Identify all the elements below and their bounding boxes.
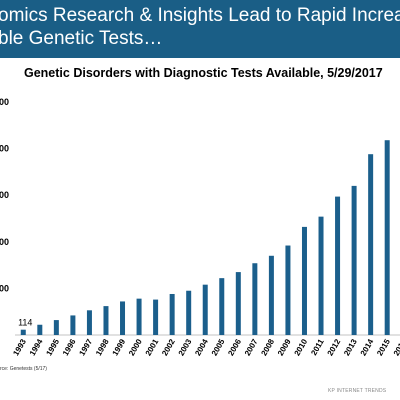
data-label: 114	[18, 318, 32, 328]
bar-1998	[103, 306, 109, 335]
bar-2012	[335, 196, 341, 335]
bar-2002	[169, 293, 175, 335]
bar-2008	[268, 255, 274, 335]
bar-2006	[235, 272, 241, 335]
title-banner: omics Research & Insights Lead to Rapid …	[0, 0, 400, 58]
bars-layer	[20, 140, 390, 335]
chart-title: Genetic Disorders with Diagnostic Tests …	[24, 66, 383, 80]
y-tick-label: 000	[0, 144, 9, 154]
bar-2011	[318, 216, 324, 335]
y-tick-label: 000	[0, 97, 9, 107]
bar-2004	[202, 284, 208, 335]
x-tick-label-2009: 2009	[276, 337, 293, 357]
x-tick-label-1993: 1993	[11, 337, 28, 357]
bar-1994	[37, 324, 43, 335]
bar-2013	[351, 185, 357, 335]
y-tick-label: 000	[0, 190, 9, 200]
bar-1999	[120, 301, 126, 335]
bar-2001	[153, 299, 159, 335]
banner-title-line-1: omics Research & Insights Lead to Rapid …	[0, 5, 400, 26]
x-tick-label-1997: 1997	[77, 337, 94, 357]
x-tick-label-1994: 1994	[28, 337, 45, 357]
x-tick-label-2014: 2014	[359, 337, 376, 357]
x-tick-label-2000: 2000	[127, 337, 144, 357]
x-tick-label-2001: 2001	[144, 337, 161, 357]
bar-1997	[86, 310, 92, 335]
bar-1996	[70, 315, 76, 335]
x-tick-label-2005: 2005	[210, 337, 227, 357]
x-tick-label-2013: 2013	[342, 337, 359, 357]
footer-brand: KP INTERNET TRENDS	[328, 388, 387, 394]
x-tick-label-2007: 2007	[243, 337, 260, 357]
bar-2015	[384, 140, 390, 335]
x-tick-label-2002: 2002	[160, 337, 177, 357]
y-tick-label: 000	[0, 283, 9, 293]
x-tick-label-1996: 1996	[61, 337, 78, 357]
x-tick-label-2011: 2011	[309, 337, 326, 357]
x-tick-label-2015: 2015	[375, 337, 392, 357]
bar-2010	[301, 226, 307, 335]
bar-2009	[285, 245, 291, 335]
bar-1993	[20, 329, 26, 335]
bar-1995	[53, 320, 59, 335]
source-note: rce: Genetests (5/17)	[0, 366, 47, 372]
x-tick-label-2010: 2010	[293, 337, 310, 357]
y-tick-label: 000	[0, 237, 9, 247]
bar-2003	[186, 290, 192, 335]
x-tick-label-1998: 1998	[94, 337, 111, 357]
bar-2007	[252, 263, 258, 335]
x-tick-label-2012: 2012	[326, 337, 343, 357]
x-tick-label-2008: 2008	[259, 337, 276, 357]
x-tick-label-1999: 1999	[111, 337, 128, 357]
x-tick-label-2016: 2016	[392, 337, 400, 357]
bar-2014	[368, 154, 374, 335]
bar-2005	[219, 278, 225, 335]
x-tick-label-2004: 2004	[193, 337, 210, 357]
x-tick-label-2006: 2006	[226, 337, 243, 357]
bar-2000	[136, 298, 142, 335]
banner-title-line-2: ble Genetic Tests…	[0, 28, 163, 49]
x-tick-label-2003: 2003	[177, 337, 194, 357]
x-tick-label-1995: 1995	[44, 337, 61, 357]
